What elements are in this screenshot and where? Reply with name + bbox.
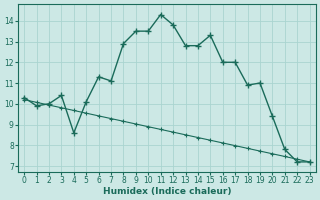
X-axis label: Humidex (Indice chaleur): Humidex (Indice chaleur) <box>103 187 231 196</box>
